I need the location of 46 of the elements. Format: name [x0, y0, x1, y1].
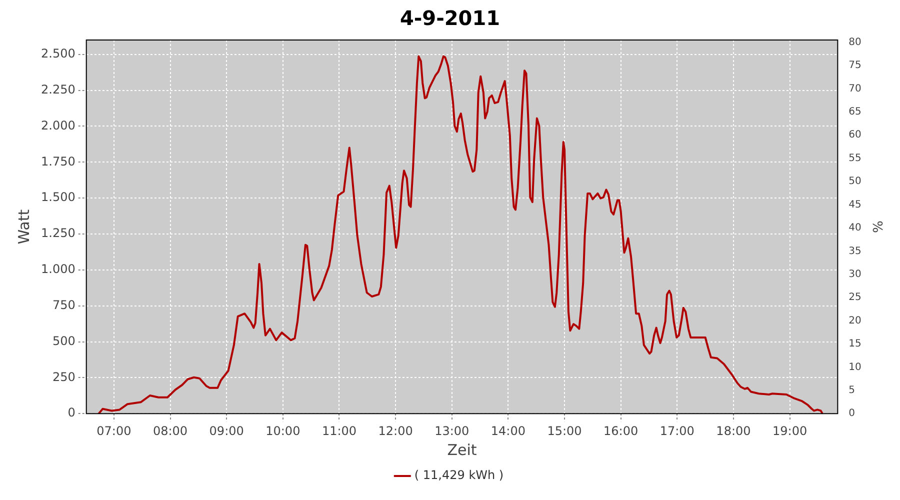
y-tick-label: 2.500 [40, 46, 76, 60]
x-tick-label: 07:00 [96, 424, 132, 438]
y-axis-title: Watt [14, 209, 33, 244]
x-tick-label: 17:00 [660, 424, 694, 438]
y2-tick-label: 35 [848, 246, 862, 257]
y2-tick-label: 25 [848, 292, 862, 304]
y-tick-label: 1.500 [40, 190, 76, 204]
y-tick-label: 2.250 [40, 82, 76, 96]
x-tick-label: 10:00 [266, 424, 300, 438]
y2-tick-label: 40 [848, 222, 862, 234]
y-tick-label: 750 [52, 298, 76, 312]
x-tick-label: 09:00 [209, 424, 244, 438]
x-tick-label: 08:00 [152, 424, 188, 438]
x-tick-label: 18:00 [716, 424, 751, 438]
y2-tick-label: 60 [848, 130, 862, 141]
y-tick-label: 500 [52, 334, 76, 348]
y2-tick-label: 5 [848, 384, 856, 396]
y2-tick-label: 70 [848, 83, 862, 94]
y2-tick-label: 80 [848, 36, 862, 48]
y2-tick-label: 75 [848, 60, 862, 72]
y-tick-label: 2.000 [40, 118, 76, 132]
legend-label: ( 11,429 kWh ) [414, 468, 504, 482]
y-tick-label: 0 [68, 406, 76, 420]
x-tick-label: 11:00 [322, 424, 357, 438]
y-tick-label: 1.750 [40, 154, 76, 168]
y-tick-label: 1.000 [40, 262, 76, 276]
x-tick-label: 13:00 [434, 424, 470, 438]
x-tick-label: 16:00 [604, 424, 638, 438]
y2-tick-label: 55 [848, 152, 862, 164]
x-tick-label: 12:00 [378, 424, 413, 438]
x-tick-label: 14:00 [490, 424, 526, 438]
y2-tick-label: 30 [848, 268, 862, 280]
y2-tick-label: 0 [848, 408, 856, 420]
y2-tick-label: 45 [848, 199, 862, 210]
y2-tick-label: 20 [848, 315, 862, 326]
y2-axis-title: % [868, 220, 884, 233]
x-axis-title: Zeit [447, 440, 477, 459]
y-tick-label: 250 [52, 370, 76, 384]
x-tick-label: 19:00 [772, 424, 808, 438]
chart-title: 4-9-2011 [400, 6, 500, 30]
y2-tick-label: 10 [848, 362, 862, 373]
x-tick-label: 15:00 [547, 424, 582, 438]
y2-tick-label: 15 [848, 338, 862, 350]
y-tick-label: 1.250 [40, 226, 76, 240]
y2-tick-label: 65 [848, 106, 862, 118]
y2-tick-label: 50 [848, 176, 862, 188]
